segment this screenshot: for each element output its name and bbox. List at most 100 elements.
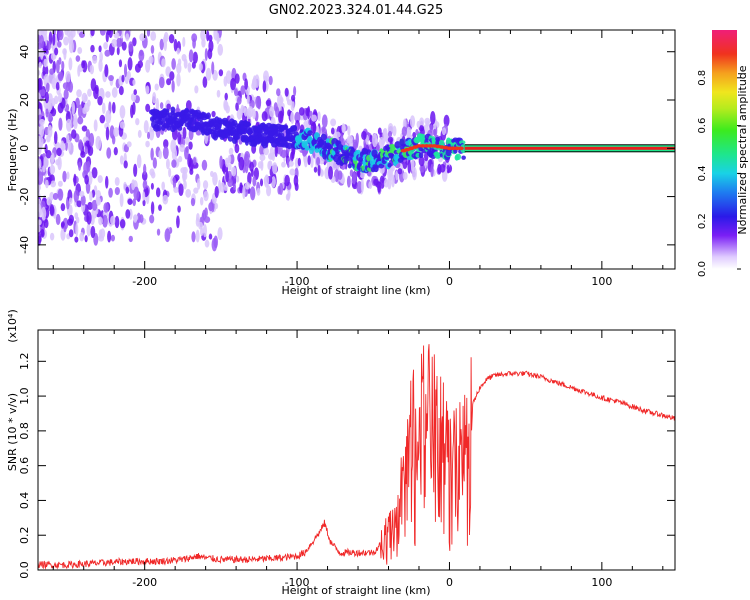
spectrogram-noise-cell [78,139,83,151]
snr-y-tick-label: 1.0 [18,387,31,405]
spectrogram-noise-cell [60,221,65,228]
spectrogram-noise-cell [77,104,83,119]
spectrogram-noise-cell [246,94,250,105]
spectrogram-noise-cell [330,118,337,127]
spectrogram-noise-cell [103,202,109,213]
spectrogram-noise-cell [293,85,297,97]
spectrogram-noise-cell [119,219,126,229]
spectrogram-ridge-cell [346,155,351,161]
spectrogram-noise-cell [99,51,103,63]
spectrogram-x-tick-label: 0 [446,275,453,288]
spectrogram-noise-cell [260,159,264,171]
spectrogram-noise-cell [402,171,408,180]
spectrogram-noise-cell [68,229,74,238]
spectrogram-ylabel: Frequency (Hz) [6,109,19,192]
spectrogram-noise-cell [196,178,201,190]
spectrogram-noise-cell [378,136,385,151]
spectrogram-noise-cell [105,126,110,141]
spectrogram-noise-cell [395,170,399,181]
spectrogram-noise-cell [87,201,93,211]
spectrogram-noise-cell [88,171,93,186]
spectrogram-noise-cell [45,150,52,159]
spectrogram-noise-cell [337,170,343,181]
spectrogram-noise-cell [265,99,272,107]
spectrogram-noise-cell [68,142,74,156]
spectrogram-noise-cell [173,38,178,52]
spectrogram-noise-cell [78,161,82,171]
spectrogram-noise-cell [412,166,417,181]
spectrogram-noise-cell [71,129,77,139]
spectrogram-noise-cell [276,88,281,97]
spectrogram-noise-cell [103,42,108,50]
spectrogram-noise-cell [269,106,275,118]
spectrogram-noise-cell [274,144,278,158]
spectrogram-noise-cell [192,51,198,64]
snr-marks [38,344,675,570]
spectrogram-noise-cell [45,179,49,189]
snr-y-scale-label: (x10⁴) [6,309,19,343]
snr-x-tick-label: -200 [132,576,157,589]
snr-y-tick-label: 1.2 [18,353,31,371]
spectrogram-noise-cell [271,151,276,162]
spectrogram-noise-cell [119,121,126,129]
spectrogram-noise-cell [56,147,62,157]
spectrogram-noise-cell [214,185,219,199]
spectrogram-noise-cell [227,178,233,188]
spectrogram-noise-cell [105,109,112,124]
spectrogram-noise-cell [171,159,177,168]
spectrogram-noise-cell [113,32,120,39]
spectrogram-frame [37,29,676,270]
spectrogram-noise-cell [291,147,295,160]
spectrogram-noise-cell [39,123,45,138]
spectrogram-noise-cell [97,175,103,184]
spectrogram-noise-cell [149,214,155,224]
spectrogram-noise-cell [217,43,224,56]
spectrogram-noise-cell [307,155,311,166]
spectrogram-y-tick-label: -20 [18,188,31,206]
spectrogram-noise-cell [55,82,60,91]
spectrogram-noise-cell [317,164,321,177]
spectrogram-noise-cell [334,131,341,138]
spectrogram-noise-cell [132,79,136,86]
spectrogram-noise-cell [133,186,140,201]
spectrogram-noise-cell [228,163,232,171]
spectrogram-noise-cell [284,174,290,187]
spectrogram-noise-cell [204,239,210,248]
spectrogram-noise-cell [152,157,157,169]
spectrogram-noise-cell [85,140,90,148]
spectrogram-noise-cell [77,47,83,55]
spectrogram-noise-cell [223,99,228,111]
spectrogram-ridge-cell [206,112,211,120]
spectrogram-noise-cell [43,58,48,68]
spectrogram-noise-cell [150,201,155,215]
spectrogram-noise-cell [225,159,230,168]
spectrogram-noise-cell [294,182,299,192]
spectrogram-noise-cell [57,71,64,82]
spectrogram-noise-cell [176,62,182,74]
spectrogram-noise-cell [70,30,76,38]
spectrogram-noise-cell [441,127,447,136]
spectrogram-noise-cell [188,158,194,172]
spectrogram-noise-cell [347,135,353,143]
spectrogram-noise-cell [176,72,181,87]
spectrogram-noise-cell [387,130,393,138]
spectrogram-noise-cell [161,181,166,191]
spectrogram-noise-cell [80,194,86,206]
spectrogram-noise-cell [139,49,144,56]
spectrogram-noise-cell [50,154,54,166]
spectrogram-noise-cell [111,38,118,48]
snr-x-tick-label: 0 [446,576,453,589]
spectrogram-noise-cell [184,136,190,145]
spectrogram-noise-cell [152,92,157,104]
spectrogram-noise-cell [303,120,308,128]
spectrogram-noise-cell [62,48,67,56]
spectrogram-noise-cell [111,101,116,114]
snr-y-tick-label: 0.2 [18,526,31,544]
spectrogram-noise-cell [87,145,94,157]
spectrogram-noise-cell [439,163,446,173]
spectrogram-ridge-cell [292,125,298,132]
spectrogram-noise-cell [141,171,148,181]
spectrogram-noise-cell [193,187,199,194]
spectrogram-noise-cell [133,89,137,96]
